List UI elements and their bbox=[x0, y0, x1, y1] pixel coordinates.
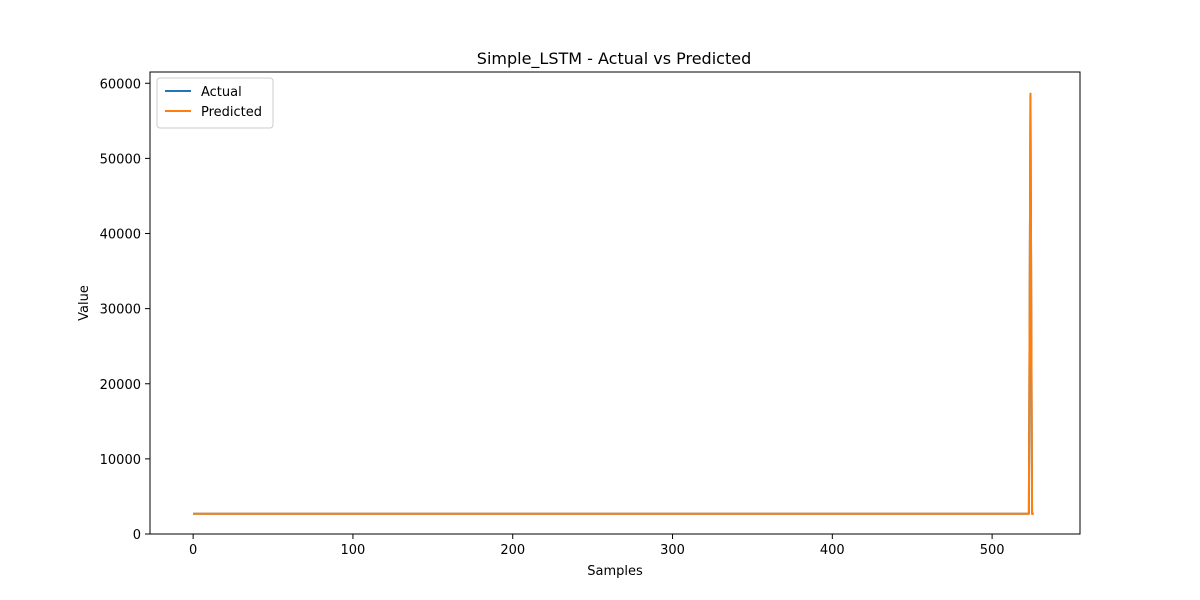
x-tick-label: 0 bbox=[189, 543, 197, 558]
legend-label-actual: Actual bbox=[201, 85, 242, 100]
x-tick-label: 100 bbox=[341, 543, 366, 558]
y-tick-label: 10000 bbox=[100, 453, 141, 468]
y-axis: 0 10000 20000 30000 40000 50000 60000 bbox=[100, 77, 150, 543]
y-tick-label: 30000 bbox=[100, 303, 141, 318]
legend-label-predicted: Predicted bbox=[201, 105, 262, 120]
x-tick-label: 300 bbox=[660, 543, 685, 558]
chart-title: Simple_LSTM - Actual vs Predicted bbox=[477, 49, 751, 69]
series-layer bbox=[193, 92, 1034, 515]
y-tick-label: 0 bbox=[133, 528, 141, 543]
plot-frame bbox=[149, 71, 1081, 535]
y-tick-label: 40000 bbox=[100, 228, 141, 243]
x-axis: 0 100 200 300 400 500 bbox=[189, 534, 1005, 558]
legend: Actual Predicted bbox=[156, 77, 274, 129]
x-axis-label: Samples bbox=[587, 564, 643, 579]
y-tick-label: 20000 bbox=[100, 378, 141, 393]
y-tick-label: 60000 bbox=[100, 77, 141, 92]
x-tick-label: 200 bbox=[500, 543, 525, 558]
x-tick-label: 400 bbox=[820, 543, 845, 558]
x-tick-label: 500 bbox=[980, 543, 1005, 558]
series-line-predicted bbox=[193, 92, 1034, 515]
y-axis-label: Value bbox=[77, 285, 92, 321]
y-tick-label: 50000 bbox=[100, 152, 141, 167]
